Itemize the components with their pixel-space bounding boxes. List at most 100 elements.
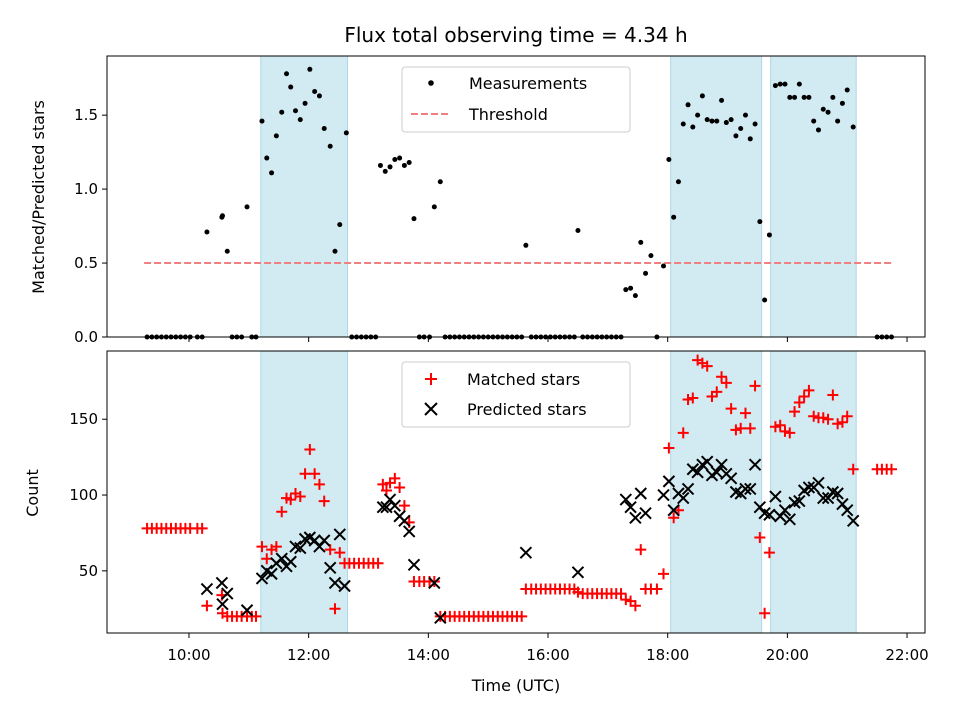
data-point (687, 392, 699, 404)
data-point (667, 503, 680, 517)
data-point (327, 143, 333, 149)
data-point (398, 500, 410, 512)
data-point (748, 458, 762, 471)
data-point (313, 478, 325, 490)
data-point (850, 124, 856, 130)
x-axis-label: Time (UTC) (471, 676, 560, 695)
data-point (284, 555, 297, 568)
x-tick-label: 22:00 (885, 646, 928, 664)
x-tick-label: 18:00 (646, 646, 689, 664)
data-point (666, 157, 672, 163)
data-point (714, 118, 720, 124)
data-point (796, 81, 802, 87)
plot-frame (106, 350, 926, 634)
data-point (730, 424, 742, 436)
legend-box-bottom (401, 361, 631, 428)
data-point (754, 531, 766, 543)
data-point (832, 418, 844, 430)
data-point (615, 588, 627, 600)
data-point (725, 403, 737, 415)
data-point (691, 466, 704, 479)
data-point (402, 525, 416, 538)
legend-bottom: Matched stars Predicted stars (401, 361, 631, 428)
data-point (575, 228, 581, 234)
data-point (836, 416, 848, 428)
data-point (710, 466, 723, 479)
data-point (377, 162, 383, 168)
data-point (643, 270, 649, 276)
data-point (632, 293, 638, 299)
data-point (516, 610, 528, 622)
data-point (835, 118, 841, 124)
data-point (739, 407, 751, 419)
data-point (798, 390, 810, 402)
data-point (682, 394, 694, 406)
data-point (690, 124, 696, 130)
data-point (437, 179, 443, 185)
data-point (318, 534, 331, 547)
data-point (783, 513, 796, 526)
data-point (620, 594, 632, 606)
observing-window-0-0 (260, 55, 349, 338)
data-point (629, 600, 641, 612)
data-point (265, 567, 278, 581)
data-point (318, 495, 330, 507)
legend-label-measurements: Measurements (469, 74, 587, 93)
data-point (844, 87, 850, 93)
data-point (219, 213, 225, 219)
data-point (711, 386, 723, 398)
series-predicted-stars (200, 455, 860, 625)
data-point (619, 493, 633, 506)
data-point (787, 94, 793, 100)
y-tick-label: 1.5 (74, 106, 98, 124)
data-point (801, 94, 807, 100)
data-point (407, 558, 421, 571)
data-point (270, 541, 282, 553)
data-point (749, 380, 761, 392)
data-point (240, 604, 254, 617)
data-point (724, 472, 738, 485)
data-point (269, 170, 275, 176)
data-point (392, 157, 398, 163)
data-point (337, 222, 343, 228)
data-point (719, 97, 725, 103)
data-point (752, 121, 758, 127)
data-point (763, 547, 775, 559)
data-point (744, 422, 756, 434)
data-point (628, 285, 634, 291)
data-point (817, 412, 829, 424)
data-point (784, 427, 796, 439)
data-point (259, 118, 265, 124)
y-tick-label: 1.0 (74, 180, 98, 198)
data-point (304, 444, 316, 456)
data-point (299, 468, 311, 480)
data-point (256, 541, 268, 553)
data-point (841, 503, 854, 517)
data-point (394, 481, 406, 493)
x-tick-label: 20:00 (766, 646, 809, 664)
data-point (428, 575, 440, 587)
data-point (680, 121, 686, 127)
data-point (324, 544, 336, 556)
legend-label-threshold: Threshold (468, 105, 548, 124)
data-point (782, 81, 788, 87)
legend-marker-matched (425, 373, 437, 385)
data-point (822, 413, 834, 425)
data-point (681, 482, 695, 496)
legend-label-predicted: Predicted stars (467, 400, 587, 419)
observing-window-0-2 (770, 55, 857, 338)
data-point (808, 410, 820, 422)
x-tick-label: 14:00 (407, 646, 450, 664)
data-point (323, 561, 337, 575)
data-point (338, 579, 351, 593)
data-point (397, 155, 403, 161)
data-point (428, 576, 441, 590)
data-point (763, 508, 776, 521)
data-point (733, 133, 739, 139)
data-point (668, 512, 680, 524)
data-point (401, 162, 407, 168)
legend-marker-measurements (428, 80, 434, 86)
plot-frame (106, 55, 926, 338)
data-point (700, 455, 714, 468)
data-point (196, 522, 208, 534)
